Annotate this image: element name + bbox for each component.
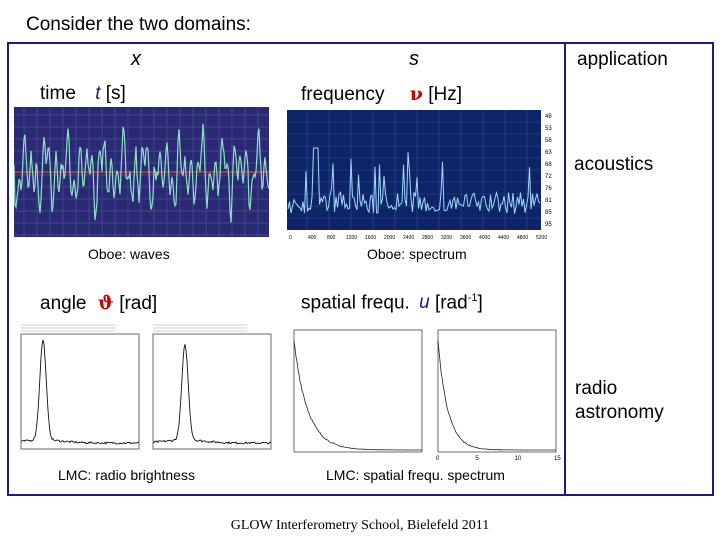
spectrum-x-tick: 800 [327,235,336,241]
spatial-spectrum-trace [293,341,422,451]
time-unit: [s] [105,83,126,104]
spatial-frequ-label: spatial frequ. [301,292,410,314]
slide-title: Consider the two domains: [26,14,251,35]
spectrum-x-tick: 3200 [441,235,452,241]
domains-table-frame [7,42,714,496]
radio-label-line: radio [575,378,618,399]
row2-x-quantity: angle ϑ [rad] [40,292,157,315]
spectrum-x-tick: 1600 [365,235,376,241]
spectrum-x-tick: 1200 [346,235,357,241]
oboe-spectrum-plot: 48 53 58 63 68 72 76 81 85 95 0 400 800 1200 1600 2000… [285,108,559,242]
spatial-axes-box [293,329,423,453]
spectrum-y-tick: 58 [545,138,552,144]
astronomy-label-line: astronomy [575,402,664,423]
spectrum-y-ticks: 48 53 58 63 68 72 76 81 85 95 [545,114,552,228]
angle-unit: [rad] [119,293,158,314]
spectrum-x-tick: 4000 [479,235,490,241]
spatial-spectrum-trace [437,340,556,451]
u-symbol: u [419,292,430,314]
spatial-axes-box [437,329,557,453]
spectrum-x-tick: 4400 [498,235,509,241]
spectrum-x-ticks: 0 400 800 1200 1600 2000 2400 2800 3200 3600 4000 4… [289,235,547,241]
spatial-unit-post: ] [477,292,483,314]
acoustics-label: acoustics [574,154,654,175]
spectrum-y-tick: 53 [545,126,552,132]
spatial-x-tick: 0 [436,456,440,462]
lmc-brightness-left-panel [20,324,140,450]
spectrum-y-tick: 72 [545,174,552,180]
row2-s-quantity: spatial frequ. u [rad-1] [301,292,483,314]
spatial-unit-sup: -1 [467,292,478,304]
spatial-spectrum-left-panel [293,329,423,453]
frequency-label: frequency [301,84,385,105]
brightness-axes-box [20,333,140,450]
spectrum-y-tick: 81 [545,198,552,204]
spectrum-x-tick: 2800 [422,235,433,241]
spatial-x-tick: 10 [515,456,522,462]
lmc-radio-brightness-plot [13,322,275,456]
brightness-axes-box [152,333,272,450]
spectrum-x-tick: 400 [308,235,317,241]
spectrum-y-tick: 68 [545,162,552,168]
lmc-spatial-caption: LMC: spatial frequ. spectrum [326,467,505,483]
spectrum-y-tick: 63 [545,150,552,156]
spectrum-y-tick: 48 [545,114,552,120]
lmc-brightness-caption: LMC: radio brightness [58,467,195,483]
spatial-x-tick: 5 [475,456,479,462]
spatial-unit-pre: [rad [434,292,468,314]
spectrum-x-tick: 5200 [536,235,547,241]
angle-label: angle [40,293,87,314]
wave-trace [14,123,269,223]
time-label: time [40,83,76,104]
radio-astronomy-label: radio astronomy [575,377,664,425]
lmc-brightness-right-panel [152,324,272,450]
spectrum-x-tick: 2000 [384,235,395,241]
time-symbol: t [95,83,101,104]
spatial-spectrum-right-panel: 0 5 10 15 [436,329,561,462]
footer-text: GLOW Interferometry School, Bielefeld 20… [230,518,490,533]
spectrum-x-tick: 3600 [460,235,471,241]
spectrum-x-tick: 0 [289,235,292,241]
oboe-waves-caption: Oboe: waves [88,246,170,262]
x-domain-header: x [131,48,141,70]
spectrum-trace [287,147,541,214]
frequency-unit: [Hz] [428,84,462,105]
nu-symbol: ν [409,83,423,105]
spectrum-y-tick: 95 [545,222,552,228]
spatial-x-tick: 15 [554,456,561,462]
row1-x-quantity: time t [s] [40,83,126,105]
spectrum-x-tick: 2400 [403,235,414,241]
oboe-waves-plot [14,107,269,237]
application-header: application [577,49,668,70]
brightness-profile [20,339,140,445]
column-divider [564,44,566,494]
s-domain-header: s [409,48,419,70]
spectrum-y-tick: 76 [545,186,552,192]
row1-s-quantity: frequency ν [Hz] [301,83,462,106]
theta-symbol: ϑ [97,292,114,314]
oboe-spectrum-caption: Oboe: spectrum [367,246,467,262]
spectrum-x-tick: 4800 [517,235,528,241]
lmc-spatial-spectrum-plot: 0 5 10 15 [288,328,564,463]
spectrum-y-tick: 85 [545,210,552,216]
brightness-profile [152,344,272,445]
